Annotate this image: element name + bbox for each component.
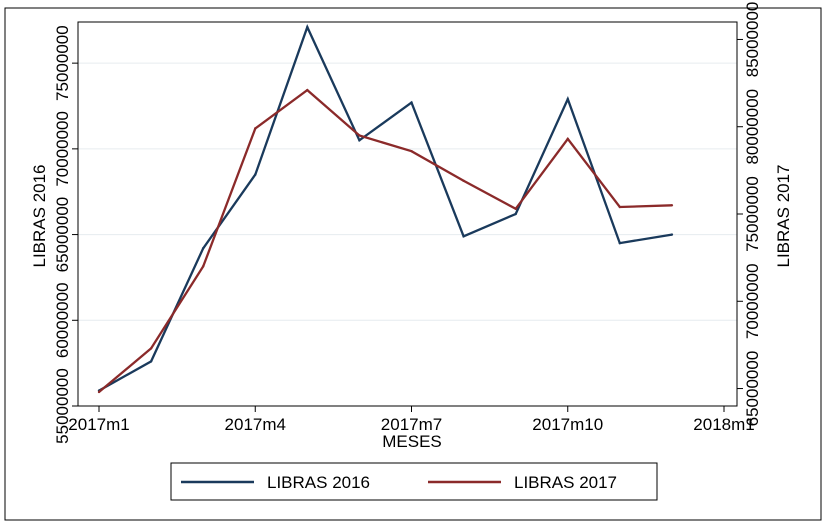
- y-left-tick-label: 65000000: [53, 197, 72, 273]
- x-tick-label: 2017m1: [68, 415, 129, 434]
- data-point-libras-2016: [410, 101, 413, 104]
- data-point-libras-2016: [462, 235, 465, 238]
- y-left-axis-label: LIBRAS 2016: [30, 164, 49, 267]
- data-point-libras-2016: [358, 139, 361, 142]
- legend-label-libras-2017: LIBRAS 2017: [514, 473, 617, 492]
- data-point-libras-2017: [149, 347, 153, 350]
- legend: LIBRAS 2016 LIBRAS 2017: [170, 462, 658, 501]
- series-line-libras-2016: [98, 24, 673, 392]
- data-point-libras-2017: [410, 149, 413, 153]
- y-left-tick-label: 75000000: [53, 25, 72, 101]
- x-tick-label: 2018m1: [693, 415, 754, 434]
- data-point-libras-2016: [149, 360, 153, 363]
- y-right-tick-label: 80000000: [743, 89, 762, 165]
- data-point-libras-2017: [566, 137, 569, 141]
- data-point-libras-2017: [201, 265, 205, 268]
- y-right-tick-label: 85000000: [743, 2, 762, 78]
- y-left-tick-label: 70000000: [53, 111, 72, 187]
- series-line-libras-2017: [98, 88, 672, 393]
- y-right-tick-label: 65000000: [743, 351, 762, 427]
- data-point-libras-2017: [618, 205, 622, 209]
- data-point-libras-2017: [514, 207, 517, 210]
- series-lines: [97, 24, 674, 394]
- y-right-tick-label: 70000000: [743, 263, 762, 339]
- y-right-axis-label: LIBRAS 2017: [774, 164, 793, 267]
- y-left-tick-label: 55000000: [53, 368, 72, 444]
- data-point-libras-2017: [670, 204, 674, 207]
- data-point-libras-2017: [358, 134, 361, 137]
- data-point-libras-2017: [97, 390, 101, 394]
- data-point-libras-2017: [462, 179, 465, 183]
- data-point-libras-2017: [254, 127, 257, 130]
- data-point-libras-2016: [566, 97, 569, 101]
- data-point-libras-2016: [514, 212, 517, 216]
- data-point-libras-2016: [254, 173, 257, 176]
- data-point-libras-2016: [670, 233, 674, 236]
- y-left-tick-label: 60000000: [53, 282, 72, 358]
- axis-ticks: 55000000 60000000 65000000 70000000 75000000…: [53, 2, 762, 444]
- x-tick-label: 2017m4: [225, 415, 286, 434]
- data-point-libras-2016: [201, 247, 205, 250]
- x-tick-label: 2017m7: [381, 415, 442, 434]
- data-point-libras-2016: [306, 25, 309, 29]
- legend-label-libras-2016: LIBRAS 2016: [267, 473, 370, 492]
- chart-border: [4, 7, 822, 521]
- data-point-libras-2017: [306, 88, 309, 92]
- data-point-libras-2016: [618, 241, 622, 245]
- y-right-tick-label: 75000000: [743, 176, 762, 252]
- x-axis-label: MESES: [382, 432, 442, 451]
- x-tick-label: 2017m10: [532, 415, 603, 434]
